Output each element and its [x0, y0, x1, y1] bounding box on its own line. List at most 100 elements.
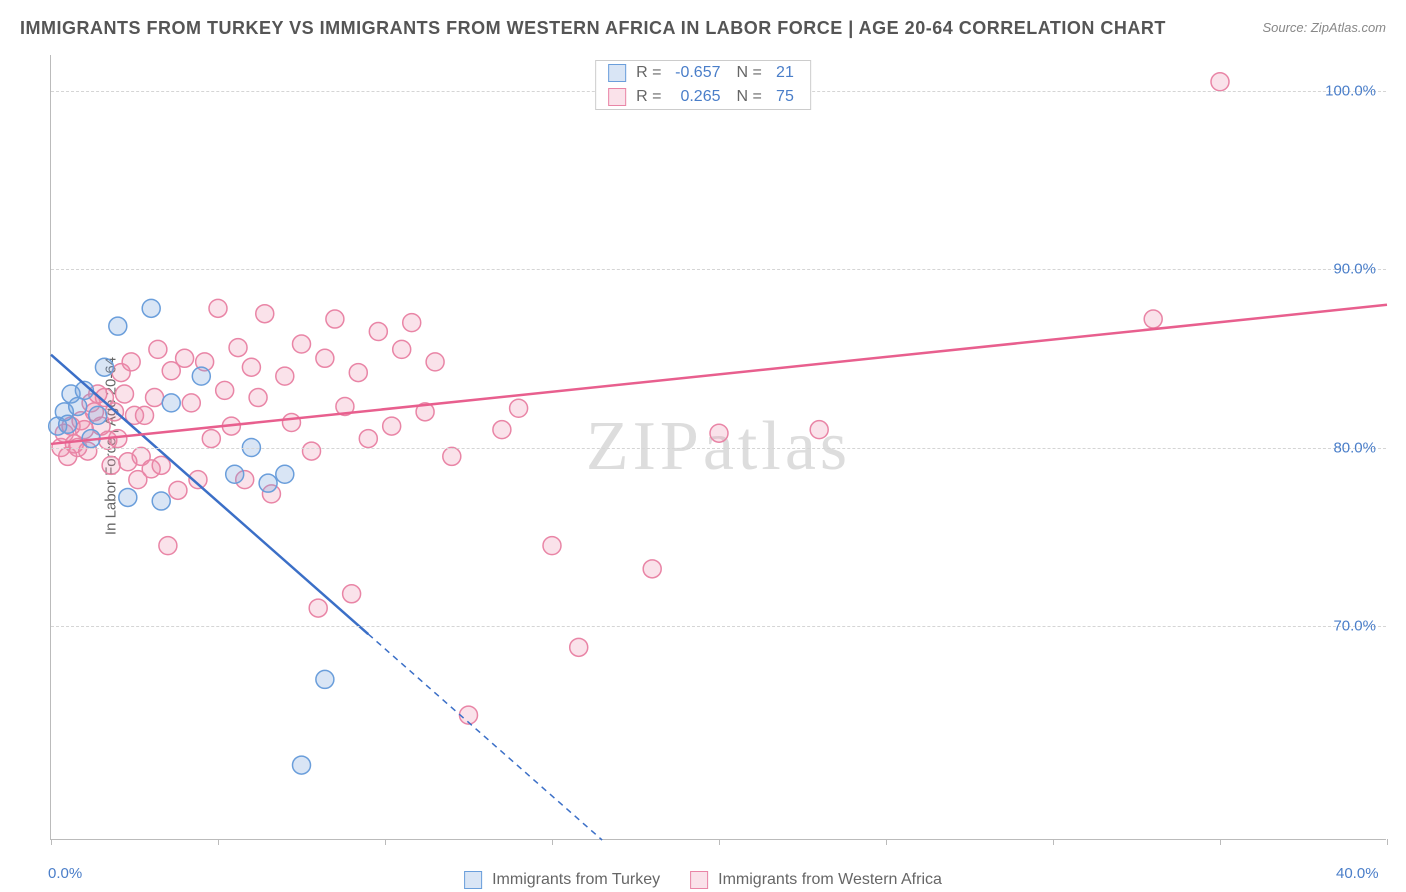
- data-point: [426, 353, 444, 371]
- x-tick: [1053, 839, 1054, 845]
- data-point: [256, 305, 274, 323]
- data-point: [159, 537, 177, 555]
- gridline: [51, 626, 1386, 627]
- data-point: [510, 399, 528, 417]
- legend-label: Immigrants from Western Africa: [718, 871, 942, 889]
- data-point: [359, 430, 377, 448]
- data-point: [109, 317, 127, 335]
- data-point: [303, 442, 321, 460]
- data-point: [162, 394, 180, 412]
- data-point: [176, 349, 194, 367]
- data-point: [152, 492, 170, 510]
- data-point: [276, 367, 294, 385]
- legend-swatch: [608, 88, 626, 106]
- data-point: [202, 430, 220, 448]
- data-point: [293, 335, 311, 353]
- data-point: [1144, 310, 1162, 328]
- y-tick-label: 90.0%: [1333, 261, 1376, 278]
- data-point: [89, 406, 107, 424]
- data-point: [146, 389, 164, 407]
- data-point: [102, 456, 120, 474]
- legend-row: R = -0.657 N =21: [596, 61, 810, 85]
- x-tick-label: 40.0%: [1336, 865, 1379, 882]
- data-point: [810, 421, 828, 439]
- data-point: [369, 323, 387, 341]
- data-point: [570, 638, 588, 656]
- legend-swatch: [608, 64, 626, 82]
- data-point: [309, 599, 327, 617]
- trend-line-dashed: [368, 634, 602, 840]
- data-point: [443, 447, 461, 465]
- data-point: [136, 406, 154, 424]
- n-value: 21: [766, 64, 794, 82]
- data-point: [343, 585, 361, 603]
- data-point: [383, 417, 401, 435]
- data-point: [95, 358, 113, 376]
- data-point: [226, 465, 244, 483]
- data-point: [209, 299, 227, 317]
- data-point: [282, 414, 300, 432]
- data-point: [59, 415, 77, 433]
- legend-item: Immigrants from Turkey: [464, 871, 660, 889]
- gridline: [51, 269, 1386, 270]
- data-point: [182, 394, 200, 412]
- x-tick: [1220, 839, 1221, 845]
- n-label: N =: [737, 88, 762, 106]
- data-point: [259, 474, 277, 492]
- x-tick: [552, 839, 553, 845]
- y-tick-label: 70.0%: [1333, 617, 1376, 634]
- x-tick: [886, 839, 887, 845]
- trend-line: [51, 355, 368, 634]
- data-point: [393, 340, 411, 358]
- n-value: 75: [766, 88, 794, 106]
- data-point: [710, 424, 728, 442]
- data-point: [326, 310, 344, 328]
- legend-item: Immigrants from Western Africa: [690, 871, 942, 889]
- data-point: [349, 364, 367, 382]
- x-tick: [385, 839, 386, 845]
- data-point: [119, 488, 137, 506]
- data-point: [249, 389, 267, 407]
- data-point: [316, 670, 334, 688]
- y-tick-label: 100.0%: [1325, 82, 1376, 99]
- data-point: [316, 349, 334, 367]
- data-point: [149, 340, 167, 358]
- x-tick: [719, 839, 720, 845]
- legend-row: R = 0.265 N =75: [596, 85, 810, 109]
- data-point: [142, 299, 160, 317]
- x-tick: [1387, 839, 1388, 845]
- data-point: [242, 358, 260, 376]
- y-tick-label: 80.0%: [1333, 439, 1376, 456]
- page-title: IMMIGRANTS FROM TURKEY VS IMMIGRANTS FRO…: [20, 18, 1166, 39]
- data-point: [643, 560, 661, 578]
- data-point: [276, 465, 294, 483]
- x-tick-label: 0.0%: [48, 865, 82, 882]
- data-point: [122, 353, 140, 371]
- n-label: N =: [737, 64, 762, 82]
- x-tick: [218, 839, 219, 845]
- series-legend: Immigrants from Turkey Immigrants from We…: [464, 871, 942, 889]
- gridline: [51, 448, 1386, 449]
- r-label: R =: [636, 88, 661, 106]
- data-point: [69, 397, 87, 415]
- data-point: [229, 339, 247, 357]
- data-point: [216, 381, 234, 399]
- data-point: [1211, 73, 1229, 91]
- legend-swatch: [464, 871, 482, 889]
- chart-area: ZIPatlas 70.0%80.0%90.0%100.0%: [50, 55, 1386, 840]
- data-point: [293, 756, 311, 774]
- data-point: [192, 367, 210, 385]
- legend-swatch: [690, 871, 708, 889]
- data-point: [115, 385, 133, 403]
- data-point: [543, 537, 561, 555]
- r-value: 0.265: [666, 88, 721, 106]
- correlation-legend: R = -0.657 N =21 R = 0.265 N =75: [595, 60, 811, 110]
- source-attribution: Source: ZipAtlas.com: [1262, 20, 1386, 35]
- r-value: -0.657: [666, 64, 721, 82]
- data-point: [493, 421, 511, 439]
- data-point: [403, 314, 421, 332]
- legend-label: Immigrants from Turkey: [492, 871, 660, 889]
- data-point: [169, 481, 187, 499]
- r-label: R =: [636, 64, 661, 82]
- data-point: [152, 456, 170, 474]
